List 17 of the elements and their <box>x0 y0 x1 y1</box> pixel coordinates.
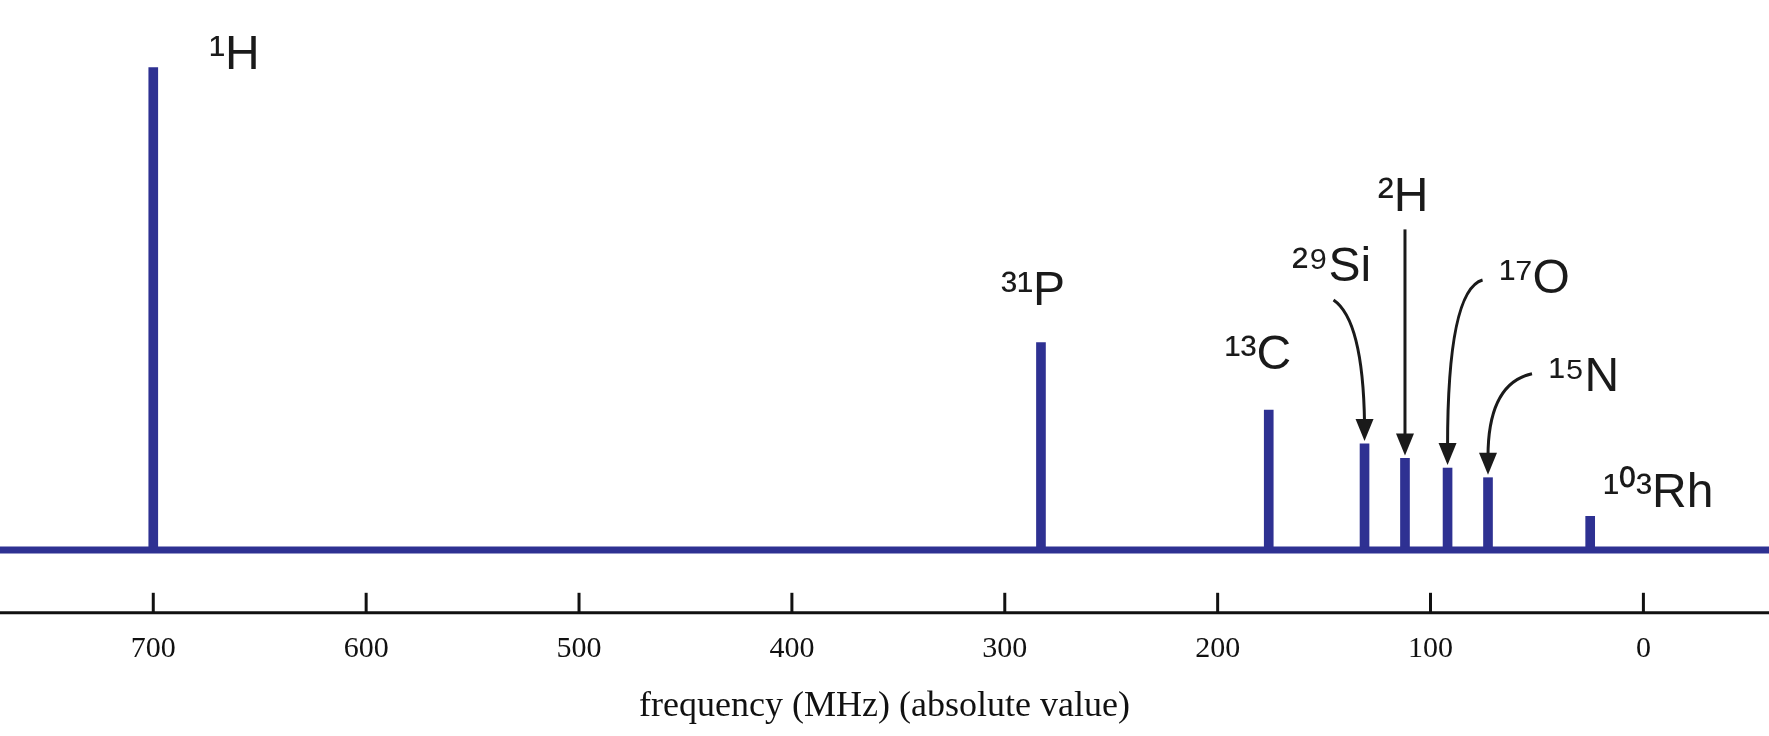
x-tick-label: 400 <box>769 629 815 663</box>
x-tick-label: 0 <box>1635 629 1651 663</box>
annotation: ¹³C <box>1224 326 1292 380</box>
x-axis-title: frequency (MHz) (absolute value) <box>639 683 1130 724</box>
x-tick-label: 200 <box>1195 629 1241 663</box>
x-tick-label: 700 <box>130 629 176 663</box>
annotation: ²⁹Si <box>1291 238 1372 292</box>
annotation: ³¹P <box>1000 261 1065 315</box>
x-tick-label: 300 <box>982 629 1028 663</box>
x-tick-label: 600 <box>343 629 389 663</box>
annotation: ²H <box>1377 167 1429 221</box>
annotation: ¹⁷O <box>1499 250 1570 304</box>
x-tick-label: 100 <box>1408 629 1454 663</box>
annotation: ¹H <box>208 25 260 79</box>
x-tick-label: 500 <box>556 629 602 663</box>
annotation: ¹⁰³Rh <box>1603 463 1714 517</box>
annotation: ¹⁵N <box>1548 347 1620 401</box>
